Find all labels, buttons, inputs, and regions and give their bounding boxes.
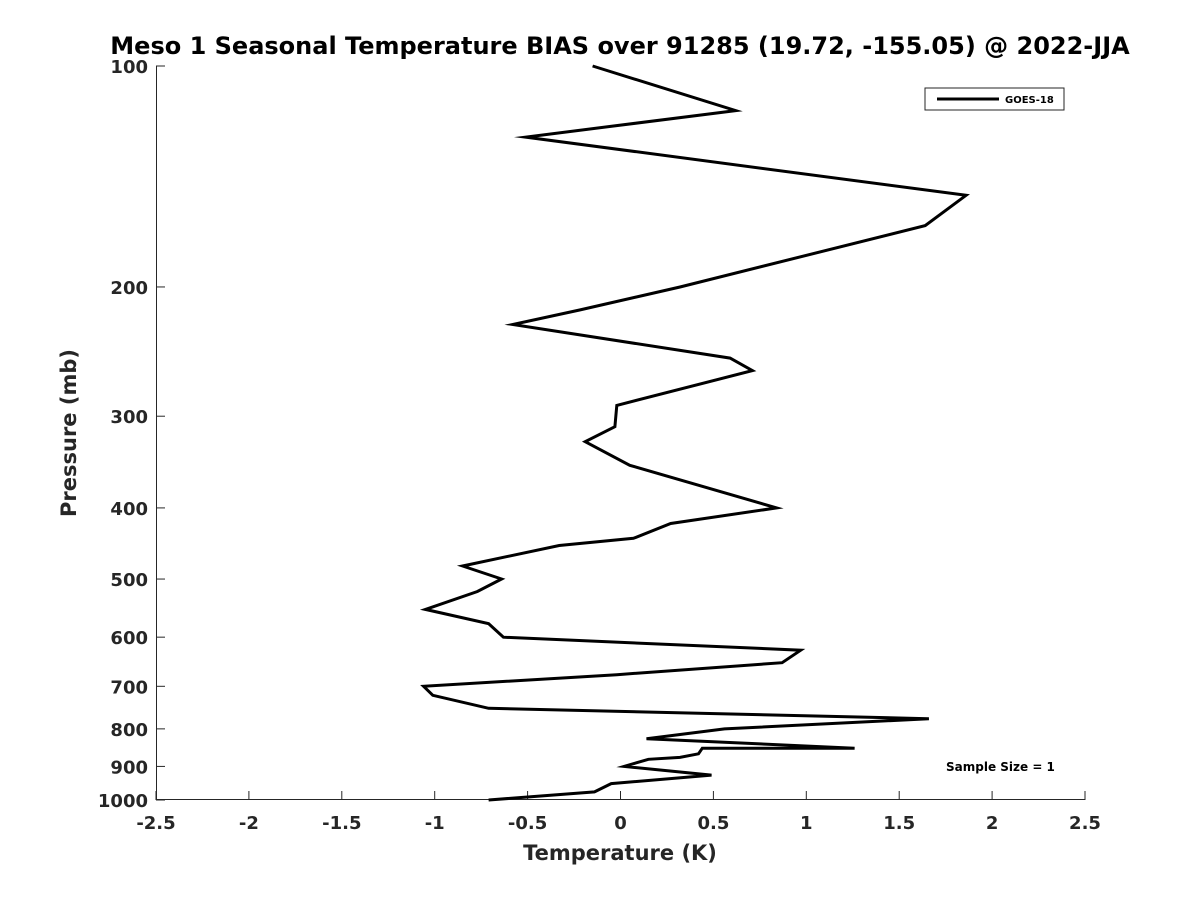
y-tick-label: 800 [110,720,148,741]
x-axis-label: Temperature (K) [523,841,717,865]
y-tick-label: 400 [110,499,148,520]
x-tick-label: 1.5 [883,813,915,834]
y-tick-label: 1000 [98,791,148,812]
chart-title: Meso 1 Seasonal Temperature BIAS over 91… [110,32,1130,60]
plot-area: -2.5 -2 -1.5 -1 -0.5 0 0.5 1 1.5 2 2.5 100 200 300 40… [98,57,1101,834]
y-tick-label: 500 [110,570,148,591]
x-tick-label: 2 [986,813,999,834]
y-tick-label: 700 [110,677,148,698]
y-tick-label: 100 [110,57,148,78]
legend: GOES-18 [924,87,1065,111]
sample-size-annotation: Sample Size = 1 [946,760,1055,774]
x-tick-label: 0 [614,813,627,834]
x-axis-ticks: -2.5 -2 -1.5 -1 -0.5 0 0.5 1 1.5 2 2.5 [136,791,1101,834]
y-tick-label: 300 [110,407,148,428]
x-tick-label: -1 [425,813,445,834]
y-axis-ticks: 100 200 300 400 500 600 700 800 900 1000 [98,57,165,812]
y-tick-label: 600 [110,628,148,649]
y-tick-label: 900 [110,757,148,778]
y-axis-label: Pressure (mb) [57,349,81,517]
series-layer [419,64,970,802]
x-tick-label: -0.5 [508,813,547,834]
series-line-goes-18 [419,64,970,802]
x-tick-label: -2 [239,813,259,834]
y-tick-label: 200 [110,278,148,299]
x-tick-label: 1 [800,813,813,834]
x-tick-label: 2.5 [1069,813,1101,834]
x-tick-label: -1.5 [322,813,361,834]
x-tick-label: 0.5 [697,813,729,834]
legend-label-goes-18: GOES-18 [1005,95,1054,106]
x-tick-label: -2.5 [136,813,175,834]
